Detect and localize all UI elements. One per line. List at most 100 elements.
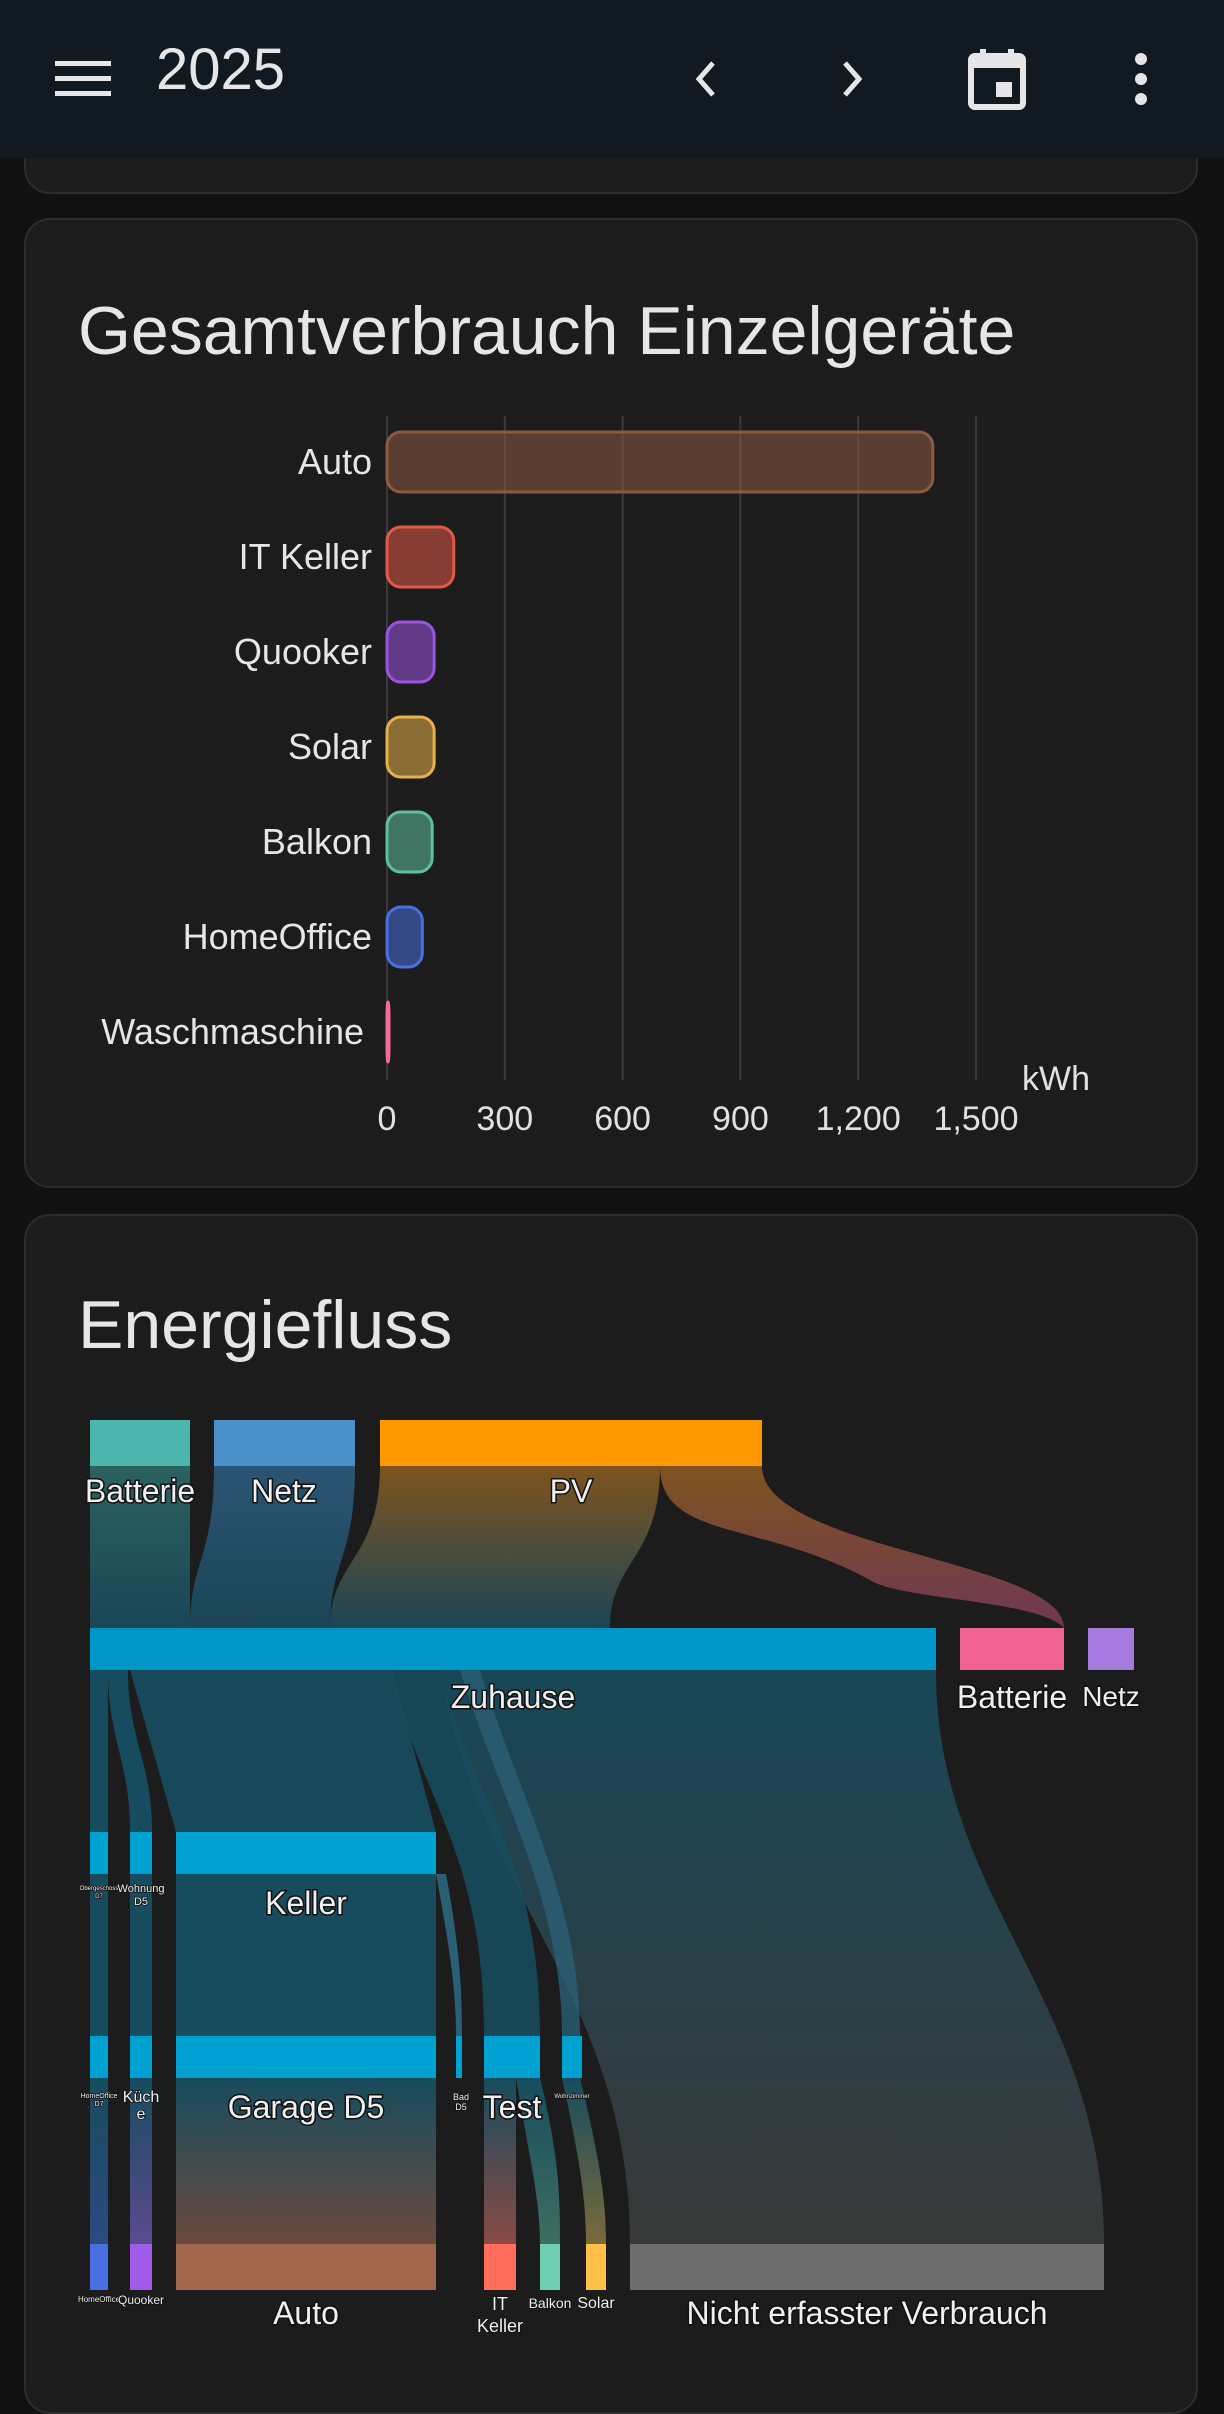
category-label: Solar	[288, 726, 372, 767]
chevron-left-icon	[695, 61, 715, 97]
consumption-chart-card: Gesamtverbrauch Einzelgeräte	[24, 218, 1198, 1188]
flow-wohnung-kueche	[130, 1874, 152, 2036]
label-bad: D5	[455, 2102, 467, 2112]
node-balkon[interactable]	[540, 2244, 560, 2290]
card-title: Gesamtverbrauch Einzelgeräte	[78, 293, 1016, 369]
x-tick-label: 900	[712, 1100, 769, 1138]
label-unmeasured: Nicht erfasster Verbrauch	[686, 2295, 1047, 2331]
node-grid-source[interactable]	[214, 1420, 355, 1466]
category-label: Quooker	[234, 631, 372, 672]
flow-kueche-quooker	[130, 2078, 152, 2244]
next-period-button[interactable]	[806, 34, 896, 124]
node-homeoffice[interactable]	[90, 2244, 108, 2290]
flow-keller-bad	[436, 1874, 462, 2036]
bar	[385, 525, 456, 589]
node-grid-output[interactable]	[1088, 1628, 1134, 1670]
flow-test-it	[484, 2078, 516, 2244]
category-label: Auto	[298, 441, 372, 482]
chevron-right-icon	[843, 61, 863, 97]
node-homeoffice-d7[interactable]	[90, 2036, 108, 2078]
menu-button[interactable]	[38, 34, 128, 124]
category-label: IT Keller	[239, 536, 372, 577]
more-options-button[interactable]	[1096, 34, 1186, 124]
node-garage[interactable]	[176, 2036, 436, 2078]
flow-homeoffice	[90, 2078, 108, 2244]
node-wohnzimmer[interactable]	[562, 2036, 582, 2078]
x-tick-label: 600	[594, 1100, 651, 1138]
previous-period-button[interactable]	[662, 34, 752, 124]
label-grid-source: Netz	[251, 1473, 317, 1509]
label-battery-source: Batterie	[85, 1473, 195, 1509]
x-tick-label: 0	[378, 1100, 397, 1138]
calendar-button[interactable]	[952, 34, 1042, 124]
label-homeoffice: HomeOffice	[78, 2295, 121, 2304]
node-keller[interactable]	[176, 1832, 436, 1874]
flow-home-obergeschoss	[90, 1670, 108, 1832]
flow-wohnzimmer-solar	[562, 2078, 606, 2244]
bar	[385, 810, 434, 874]
x-tick-label: 300	[476, 1100, 533, 1138]
bar	[385, 620, 436, 684]
node-battery-source[interactable]	[90, 1420, 190, 1466]
label-kueche: e	[137, 2106, 146, 2123]
label-grid-output: Netz	[1082, 1681, 1140, 1712]
label-test: Test	[483, 2089, 542, 2125]
node-auto[interactable]	[176, 2244, 436, 2290]
flow-home-wohnzimmer	[460, 1670, 580, 2036]
label-obergeschoss: Obergeschoss	[80, 1886, 119, 1892]
node-unmeasured[interactable]	[630, 2244, 1104, 2290]
label-homeoffice-d7: D7	[95, 2101, 104, 2108]
bar	[385, 905, 424, 969]
node-obergeschoss[interactable]	[90, 1832, 108, 1874]
node-quooker[interactable]	[130, 2244, 152, 2290]
flow-home-unmeasured	[440, 1670, 1104, 2244]
node-kueche[interactable]	[130, 2036, 152, 2078]
label-balkon: Balkon	[529, 2295, 572, 2311]
category-label: Waschmaschine	[101, 1011, 364, 1052]
label-garage: Garage D5	[228, 2089, 385, 2125]
bar	[385, 430, 935, 494]
card-title: Energiefluss	[78, 1287, 453, 1363]
label-bad: Bad	[453, 2092, 469, 2102]
node-test[interactable]	[484, 2036, 540, 2078]
flow-garage-auto	[176, 2078, 436, 2244]
node-bad[interactable]	[456, 2036, 462, 2078]
node-home[interactable]	[90, 1628, 936, 1670]
label-quooker: Quooker	[118, 2293, 164, 2307]
x-tick-label: 1,200	[816, 1100, 901, 1138]
menu-icon	[55, 61, 111, 96]
app-bar: 2025	[0, 0, 1224, 158]
dots-vertical-icon	[1135, 53, 1147, 105]
label-pv: PV	[550, 1473, 593, 1509]
flow-battery-home	[90, 1466, 190, 1628]
node-solar[interactable]	[586, 2244, 606, 2290]
flow-test-balkon	[516, 2078, 560, 2244]
node-wohnung[interactable]	[130, 1832, 152, 1874]
label-auto: Auto	[273, 2295, 339, 2331]
flow-home-test	[390, 1670, 540, 2036]
node-pv[interactable]	[380, 1420, 762, 1466]
calendar-icon	[968, 49, 1026, 110]
label-wohnung: Wohnung	[118, 1883, 165, 1895]
flow-pv-battery	[660, 1466, 1064, 1628]
page-title: 2025	[156, 37, 286, 102]
label-keller: Keller	[265, 1885, 347, 1921]
x-axis-unit: kWh	[1022, 1060, 1090, 1098]
flow-ober-homeoffice	[90, 1874, 108, 2036]
label-it-keller: Keller	[477, 2316, 523, 2336]
node-it-keller[interactable]	[484, 2244, 516, 2290]
label-battery-output: Batterie	[957, 1679, 1067, 1715]
category-label: Balkon	[262, 821, 372, 862]
label-kueche: Küch	[123, 2089, 159, 2106]
bar	[385, 1000, 391, 1064]
bar	[385, 715, 436, 779]
label-home: Zuhause	[451, 1679, 576, 1715]
flow-home-keller	[130, 1670, 436, 1832]
flow-home-wohnung	[108, 1670, 152, 1832]
node-battery-output[interactable]	[960, 1628, 1064, 1670]
label-obergeschoss: D7	[95, 1894, 103, 1900]
label-homeoffice-d7: HomeOffice	[81, 2093, 118, 2100]
label-solar: Solar	[577, 2295, 615, 2312]
